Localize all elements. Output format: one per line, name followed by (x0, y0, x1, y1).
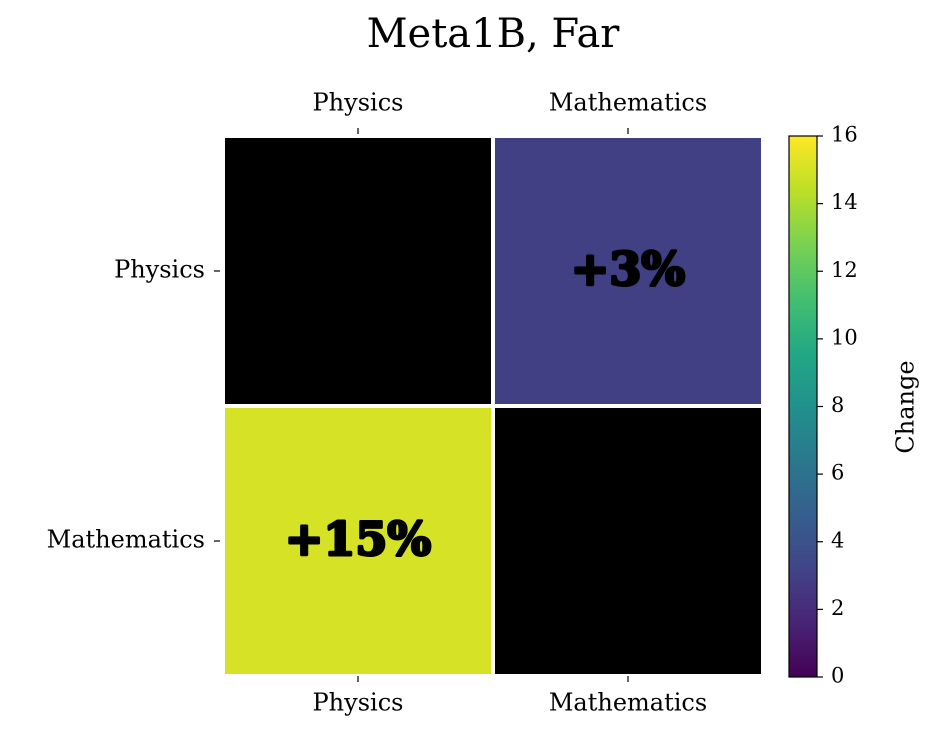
colorbar-tick-label: 4 (831, 528, 844, 552)
y-tick-label: Mathematics (47, 526, 205, 554)
colorbar-tick-label: 6 (831, 461, 844, 485)
colorbar-tick-label: 10 (831, 325, 858, 349)
colorbar-tick-label: 0 (831, 664, 844, 688)
cell-label: +15% (285, 512, 431, 566)
colorbar-tick-label: 14 (831, 190, 858, 214)
heatmap-cell (495, 138, 761, 404)
colorbar-tick-label: 16 (831, 123, 858, 147)
colorbar-tick-label: 8 (831, 393, 844, 417)
chart-title: Meta1B, Far (367, 11, 621, 57)
cell-label: N/A (581, 512, 677, 566)
x-tick-label: Physics (313, 689, 404, 717)
colorbar (788, 135, 818, 678)
colorbar-tick-label: 2 (831, 596, 844, 620)
colorbar-label: Change (892, 360, 920, 453)
x-tick-label: Mathematics (549, 689, 707, 717)
heatmap-cell (225, 408, 491, 674)
colorbar-tick-label: 12 (831, 258, 858, 282)
x-tick-label-top: Mathematics (549, 89, 707, 117)
cell-label: +3% (571, 242, 685, 296)
heatmap-cell (225, 138, 491, 404)
cell-label: N/A (311, 242, 407, 296)
x-tick-label-top: Physics (313, 89, 404, 117)
y-tick-label: Physics (114, 256, 205, 284)
heatmap-cell (495, 408, 761, 674)
